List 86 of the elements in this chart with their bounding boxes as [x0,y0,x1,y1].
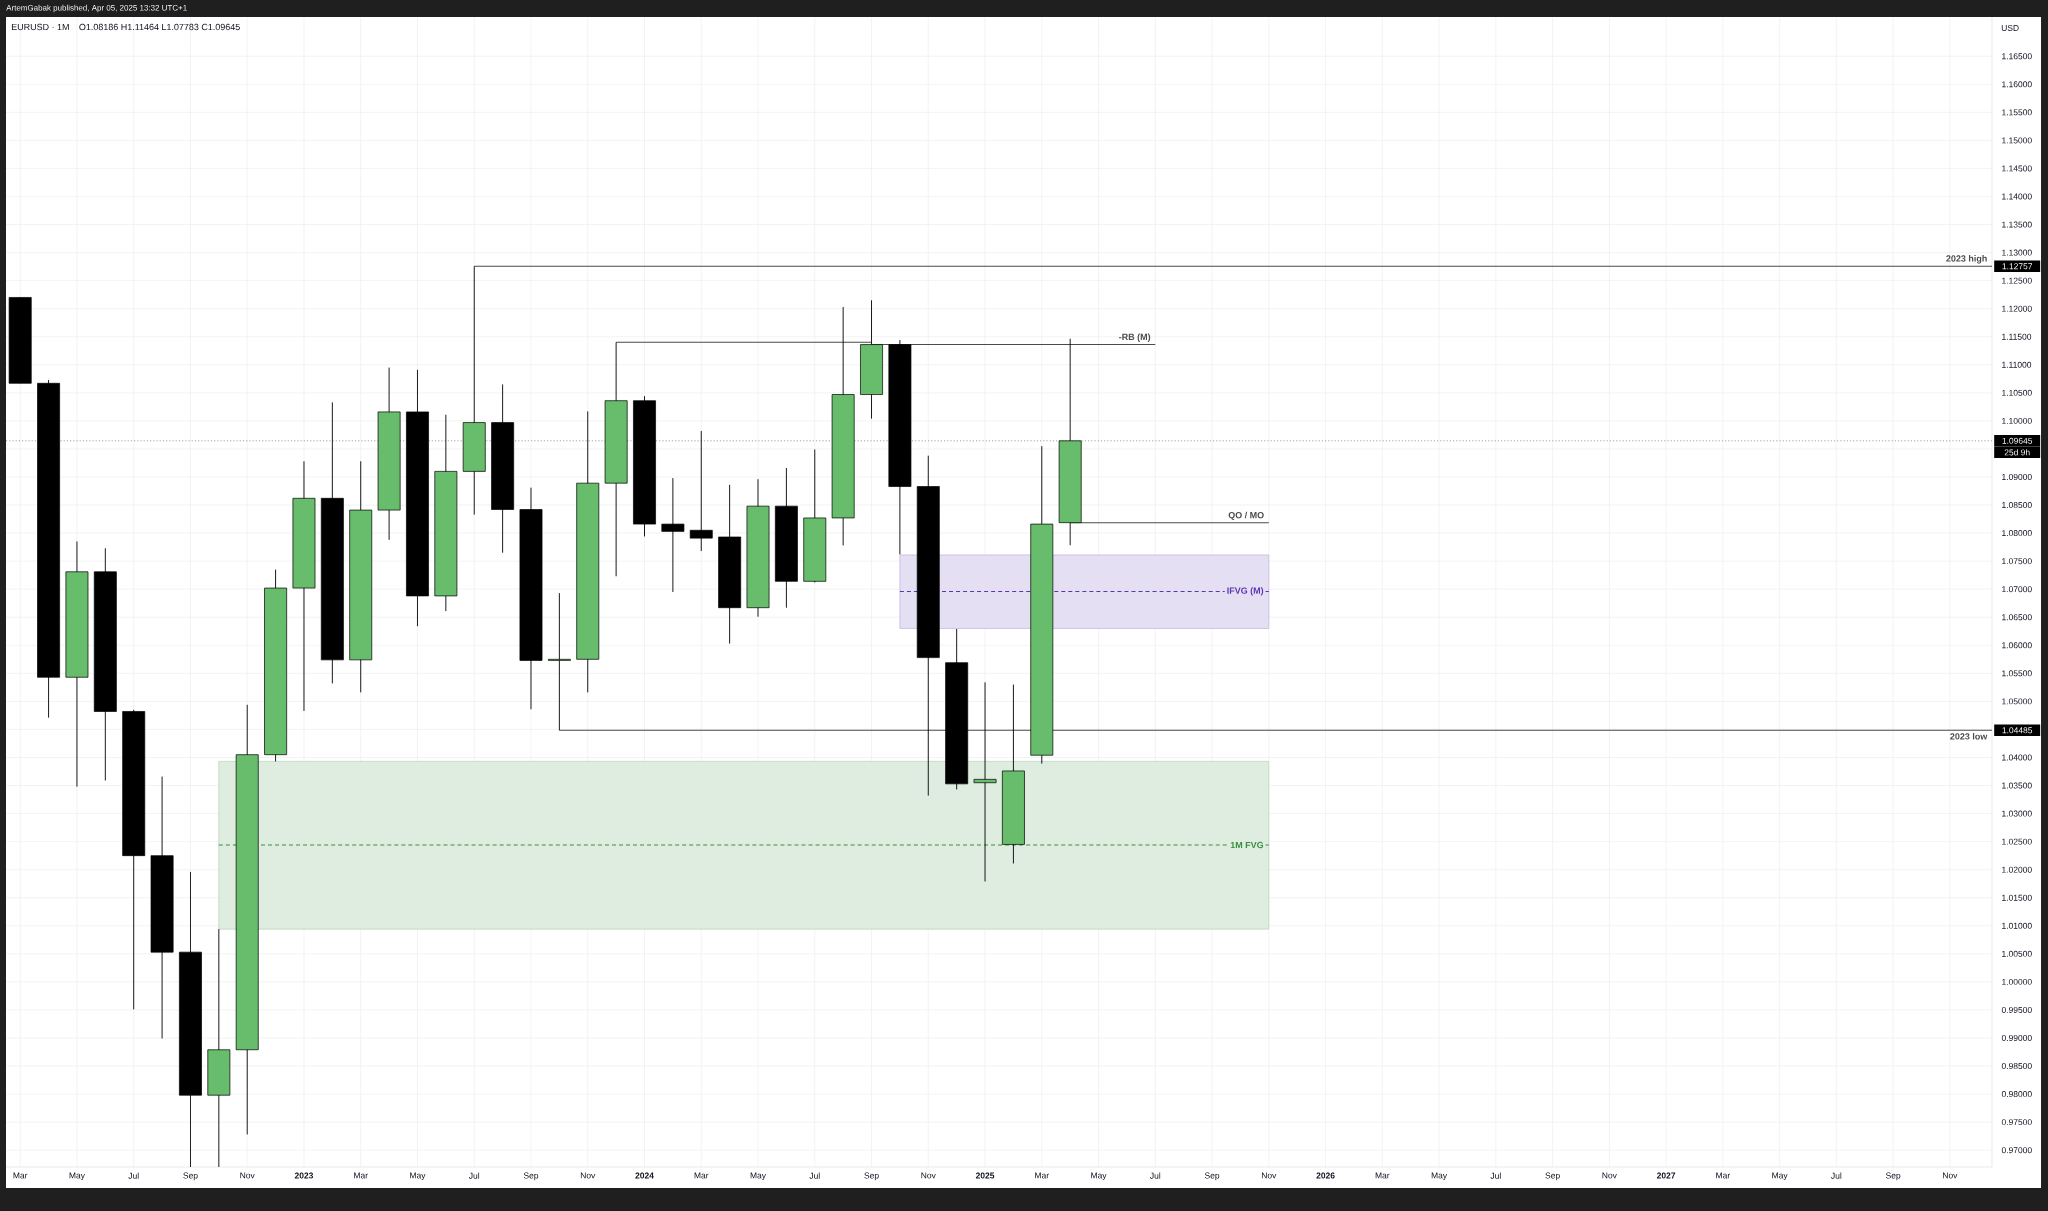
y-tick-label: 0.99000 [2001,1034,2032,1041]
x-tick-label: Nov [921,1172,936,1179]
y-tick-label: 1.13500 [2002,221,2032,228]
y-tick-label: 1.07000 [2002,586,2032,593]
x-tick-label: Mar [694,1172,709,1179]
x-tick-label: Sep [1204,1172,1220,1181]
x-tick-label: Jul [468,1172,480,1179]
x-tick-label: May [1431,1172,1448,1181]
y-tick-label: 1.03500 [2002,782,2032,789]
y-tick-label: 1.11000 [2002,361,2032,368]
y-tick-label: 1.07500 [2002,558,2032,565]
y-tick-label: 1.00000 [2002,978,2032,985]
x-tick-label: Jul [128,1172,139,1179]
text: 25d 9h [2004,449,2030,456]
x-tick-label: Jul [809,1172,820,1179]
x-tick-label: May [1772,1172,1788,1181]
y-tick-label: 1.06500 [2002,614,2032,621]
y-tick-label: 1.02500 [2002,838,2032,845]
x-tick-label: Nov [580,1172,596,1179]
x-tick-label: Sep [1885,1172,1901,1181]
y-tick-label: 1.16000 [2002,81,2032,88]
x-tick-label: Mar [13,1172,28,1179]
x-tick-label: May [750,1172,766,1181]
y-tick-label: 1.10500 [2002,389,2032,396]
series-label: QO / MO [1228,511,1264,520]
y-tick-label: 1.16500 [2002,53,2032,60]
y-tick-label: 1.04000 [2002,754,2032,761]
y-tick-label: 0.97000 [2001,1147,2032,1154]
y-tick-label: 0.97500 [2001,1119,2032,1126]
y-tick-label: 1.02000 [2002,866,2032,873]
y-tick-label: 0.98000 [2001,1091,2032,1098]
y-tick-label: 0.99500 [2001,1006,2032,1013]
ref-line-label: 1.09645 [2002,437,2033,444]
y-tick-label: 1.05000 [2002,698,2032,705]
y-tick-label: 1.15500 [2002,109,2032,116]
y-tick-label: 0.98500 [2001,1063,2032,1070]
y-tick-label: 1.12000 [2002,305,2032,312]
series-label: 1M FVG [1230,841,1264,849]
x-tick-label: Mar [1375,1172,1390,1179]
x-tick-label: Mar [1716,1172,1730,1179]
y-tick-label: 1.12500 [2002,277,2032,284]
series-label: IFVG (M) [1227,587,1264,596]
x-tick-label: 2024 [635,1172,654,1179]
y-tick-label: 1.08500 [2002,502,2032,509]
y-tick-label: 1.15000 [2002,137,2032,144]
y-tick-label: 1.01500 [2002,894,2032,901]
x-tick-label: Mar [354,1172,368,1179]
x-tick-label: Sep [1545,1172,1560,1181]
y-tick-label: 1.11500 [2002,333,2032,340]
y-tick-label: 1.06000 [2002,642,2032,649]
x-tick-label: 2027 [1656,1172,1676,1179]
x-tick-label: Nov [1261,1172,1277,1179]
x-tick-label: Sep [523,1172,539,1181]
x-tick-label: 2026 [1316,1172,1335,1179]
x-tick-label: Jul [1490,1172,1501,1179]
x-tick-label: Jul [1831,1172,1842,1179]
y-tick-label: 1.01000 [2002,922,2032,929]
x-tick-label: 2025 [975,1172,995,1179]
y-tick-label: 1.09000 [2002,473,2032,480]
y-tick-label: 1.14000 [2002,193,2032,200]
y-tick-label: 1.10000 [2002,417,2032,424]
y-tick-label: 1.03000 [2002,810,2032,817]
x-tick-label: Nov [1943,1172,1958,1179]
x-tick-label: Jul [1150,1172,1161,1179]
y-tick-label: 1.13000 [2002,249,2032,256]
x-tick-label: May [69,1172,85,1181]
x-tick-label: 2023 [294,1172,314,1179]
x-tick-label: Sep [864,1172,879,1181]
x-tick-label: May [1091,1172,1107,1181]
y-tick-label: 1.00500 [2002,950,2032,957]
x-tick-label: Nov [1602,1172,1617,1179]
data-label: 1.12757 [2002,263,2033,270]
x-tick-label: Sep [183,1172,198,1181]
x-tick-label: Mar [1035,1172,1049,1179]
data-label: 1.04485 [2002,727,2033,734]
series-label: 2023 low [1950,732,1988,740]
x-tick-label: Nov [240,1172,255,1179]
text: EURUSD · 1M [11,23,69,31]
text: O1.08186 H1.11464 L1.07783 C1.09645 [79,23,240,31]
y-tick-label: 1.05500 [2002,670,2032,677]
y-axis-title: USD [2001,24,2019,31]
y-tick-label: 1.14500 [2002,165,2032,172]
series-label: -RB (M) [1119,333,1151,342]
y-tick-label: 1.08000 [2002,530,2032,537]
series-label: 2023 high [1946,255,1987,264]
x-tick-label: May [410,1172,426,1181]
